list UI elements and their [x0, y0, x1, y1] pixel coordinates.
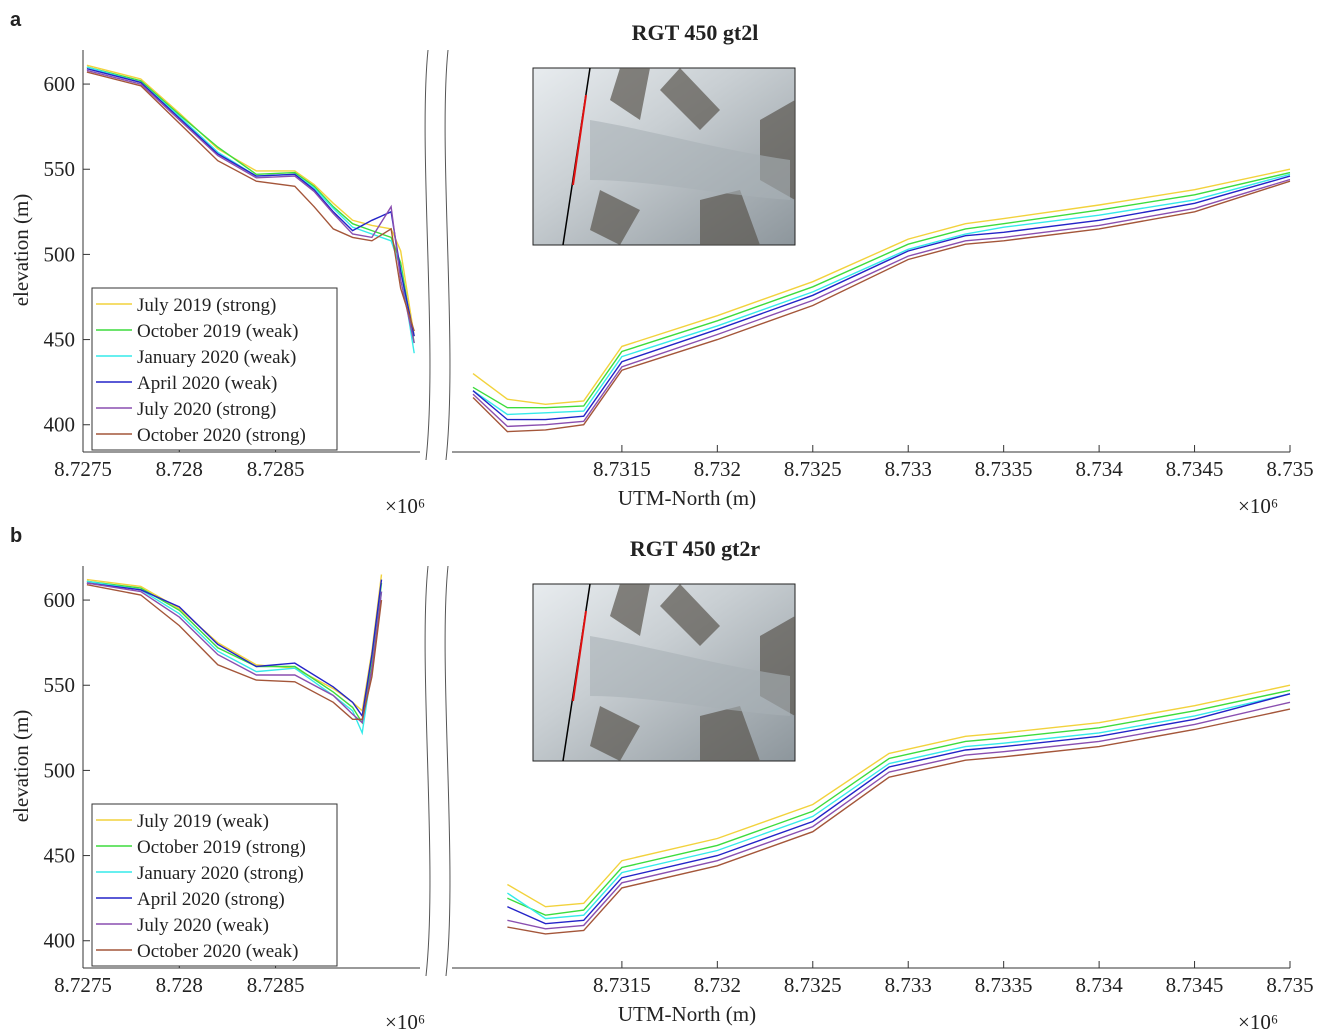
- legend-label: October 2019 (weak): [137, 321, 298, 342]
- series-line: [507, 708, 1291, 935]
- y-tick-label: 600: [44, 72, 76, 96]
- x-tick-label: 8.7345: [1166, 457, 1224, 481]
- inset-a: [532, 67, 796, 246]
- x-tick-label: 8.733: [885, 973, 932, 997]
- x-tick-label: 8.7285: [247, 457, 305, 481]
- legend-label: January 2020 (strong): [137, 863, 304, 884]
- x-multiplier: ×10⁶: [385, 494, 425, 518]
- x-tick-label: 8.735: [1266, 973, 1313, 997]
- x-tick-label: 8.734: [1075, 457, 1123, 481]
- legend-label: October 2020 (weak): [137, 941, 298, 962]
- legend-label: July 2019 (weak): [137, 811, 269, 832]
- y-tick-label: 400: [44, 929, 76, 953]
- x-tick-label: 8.7315: [593, 973, 651, 997]
- x-tick-label: 8.728: [156, 973, 203, 997]
- axis-break: [444, 565, 451, 977]
- y-tick-label: 450: [44, 844, 76, 868]
- legend-label: July 2020 (weak): [137, 915, 269, 936]
- series-line: [86, 579, 383, 718]
- chart-title: RGT 450 gt2l: [632, 20, 759, 45]
- series-line: [507, 701, 1291, 930]
- y-tick-label: 500: [44, 758, 76, 782]
- series-line: [472, 175, 1291, 421]
- legend-label: April 2020 (strong): [137, 889, 285, 910]
- legend-label: October 2020 (strong): [137, 425, 306, 446]
- series-line: [472, 180, 1291, 433]
- series-line: [472, 171, 1291, 409]
- x-multiplier: ×10⁶: [1238, 1010, 1278, 1034]
- series-line: [507, 684, 1291, 908]
- series-line: [472, 178, 1291, 428]
- series-line: [472, 168, 1291, 406]
- legend-label: January 2020 (weak): [137, 347, 296, 368]
- series-line: [507, 693, 1291, 920]
- series-line: [507, 689, 1291, 916]
- series-line: [86, 66, 415, 354]
- series-line: [86, 584, 383, 720]
- y-tick-label: 500: [44, 242, 76, 266]
- x-tick-label: 8.728: [156, 457, 203, 481]
- y-tick-label: 550: [44, 673, 76, 697]
- x-tick-label: 8.732: [694, 457, 741, 481]
- legend-label: October 2019 (strong): [137, 837, 306, 858]
- series-line: [472, 173, 1291, 416]
- panel: 400 450 500 550 600 8.7275 8.728 8.7285 8.7315 8.…: [9, 525, 1314, 1034]
- panel-label: a: [10, 9, 22, 31]
- series-line: [86, 580, 383, 736]
- axis-break: [424, 565, 431, 977]
- y-axis-label: elevation (m): [9, 194, 33, 307]
- x-tick-label: 8.7335: [975, 457, 1033, 481]
- legend-label: July 2020 (strong): [137, 399, 276, 420]
- x-tick-label: 8.734: [1075, 973, 1123, 997]
- y-tick-label: 600: [44, 588, 76, 612]
- series-line: [86, 71, 415, 332]
- x-tick-label: 8.7335: [975, 973, 1033, 997]
- x-tick-label: 8.735: [1266, 457, 1313, 481]
- axis-break: [444, 49, 451, 461]
- x-tick-label: 8.7275: [54, 457, 112, 481]
- x-tick-label: 8.7315: [593, 457, 651, 481]
- x-multiplier: ×10⁶: [385, 1010, 425, 1034]
- x-axis-label: UTM-North (m): [618, 486, 756, 510]
- axis-break: [424, 49, 431, 461]
- x-tick-label: 8.7275: [54, 973, 112, 997]
- legend-box: [91, 287, 338, 451]
- x-tick-label: 8.733: [885, 457, 932, 481]
- y-tick-label: 550: [44, 157, 76, 181]
- series-line: [86, 66, 415, 344]
- x-tick-label: 8.7325: [784, 457, 842, 481]
- series-line: [507, 693, 1291, 925]
- x-axis-label: UTM-North (m): [618, 1002, 756, 1026]
- legend-box: [91, 803, 338, 967]
- y-axis-label: elevation (m): [9, 710, 33, 823]
- x-tick-label: 8.7325: [784, 973, 842, 997]
- x-multiplier: ×10⁶: [1238, 494, 1278, 518]
- series-line: [86, 69, 415, 344]
- panel-label: b: [10, 525, 22, 547]
- x-tick-label: 8.732: [694, 973, 741, 997]
- chart-title: RGT 450 gt2r: [630, 536, 761, 561]
- y-tick-label: 450: [44, 328, 76, 352]
- inset-b: [532, 583, 796, 762]
- x-tick-label: 8.7285: [247, 973, 305, 997]
- y-tick-label: 400: [44, 413, 76, 437]
- panel: 400 450 500 550 600 8.7275 8.728 8.7285 8.7315 8.…: [9, 9, 1314, 518]
- x-tick-label: 8.7345: [1166, 973, 1224, 997]
- legend-label: April 2020 (weak): [137, 373, 277, 394]
- legend-label: July 2019 (strong): [137, 295, 276, 316]
